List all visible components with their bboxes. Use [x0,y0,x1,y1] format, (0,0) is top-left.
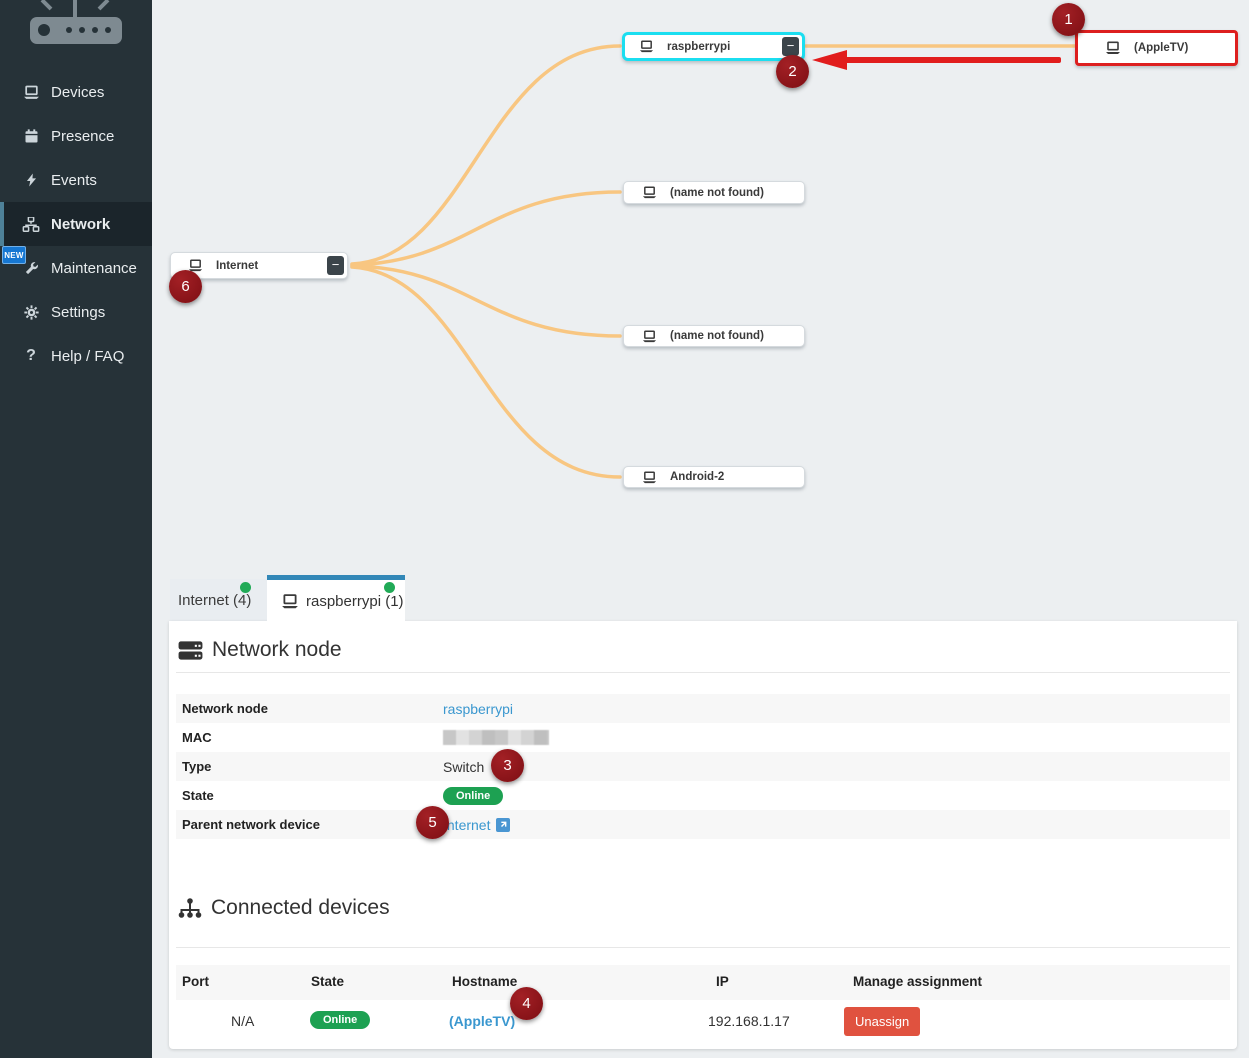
table-row: Network node raspberrypi [176,694,1230,723]
laptop-icon [1105,41,1121,55]
status-badge: Online [443,786,504,805]
table-row: State Online [176,781,1230,810]
tab-label: raspberrypi (1) [306,592,404,610]
table-row: Type Switch [176,752,1230,781]
annotation-marker-1: 1 [1052,3,1085,36]
bolt-icon [22,172,40,188]
tab-label: Internet (4) [178,591,252,609]
connected-device-row: N/A Online (AppleTV) 192.168.1.17 Unassi… [176,1000,1230,1043]
sidebar-item-presence[interactable]: Presence [0,114,152,158]
redacted-mac-value [443,730,549,745]
server-icon [178,640,203,661]
node-internet[interactable]: Internet − [170,252,348,279]
online-dot [384,582,395,593]
column-header: Hostname [452,974,518,989]
sidebar-item-label: Help / FAQ [51,347,125,365]
connected-devices-section-header: Connected devices [178,896,390,920]
section-title: Connected devices [211,896,390,919]
unassign-button[interactable]: Unassign [844,1007,921,1036]
laptop-icon [639,40,654,53]
details-panel: Network node Network node raspberrypi MA… [169,621,1237,1049]
status-badge: Online [310,1011,371,1029]
node-name-not-found-2[interactable]: (name not found) [623,325,805,347]
sidebar-item-label: Presence [51,127,115,145]
new-feature-badge: NEW [2,246,26,264]
hostname-link[interactable]: (AppleTV) [449,1013,516,1029]
row-label: Network node [182,701,268,716]
divider [176,947,1230,948]
annotation-marker-2: 2 [776,55,809,88]
annotation-arrow [812,50,1061,70]
row-label: Type [182,759,212,774]
section-title: Network node [212,638,342,661]
node-appletv[interactable]: (AppleTV) [1075,30,1238,66]
network-node-link[interactable]: raspberrypi [443,700,514,717]
sidebar-nav: Devices Presence Events Network Maintena… [0,70,152,378]
node-label: (name not found) [670,186,764,199]
column-header: Port [182,974,209,989]
connected-devices-header-row: Port State Hostname IP Manage assignment [176,965,1230,1000]
node-raspberrypi[interactable]: raspberrypi − [622,32,805,61]
row-label: Parent network device [182,817,320,832]
table-row: MAC [176,723,1230,752]
sidebar-item-settings[interactable]: Settings [0,290,152,334]
sidebar-item-help[interactable]: ? Help / FAQ [0,334,152,378]
type-value: Switch [443,758,485,775]
tab-raspberrypi[interactable]: raspberrypi (1) [267,575,405,622]
annotation-marker-3: 3 [491,749,524,782]
sidebar-item-label: Network [51,215,111,233]
node-label: (name not found) [670,330,764,342]
external-link-icon[interactable] [496,817,511,832]
question-icon: ? [26,347,36,364]
sitemap-icon [22,216,40,232]
node-label: (AppleTV) [1134,42,1189,54]
collapse-button[interactable]: − [782,37,799,56]
sidebar: Devices Presence Events Network Maintena… [0,0,152,1058]
online-dot [240,582,251,593]
sidebar-item-label: Devices [51,83,105,101]
laptop-icon [642,186,657,199]
laptop-icon [642,329,657,343]
laptop-icon [281,593,299,609]
collapse-button[interactable]: − [327,256,344,275]
sidebar-item-label: Settings [51,303,106,321]
wrench-icon [22,261,40,276]
column-header: State [311,974,345,989]
calendar-icon [22,128,40,144]
node-label: Internet [216,259,259,272]
column-header: Manage assignment [853,974,983,989]
sitemap-icon [178,897,202,919]
annotation-marker-5: 5 [416,806,449,839]
node-android-2[interactable]: Android-2 [623,466,805,488]
row-label: State [182,788,214,803]
sidebar-item-label: Maintenance [51,259,137,277]
node-label: Android-2 [670,471,725,483]
router-logo-icon [26,0,122,53]
row-label: MAC [182,730,212,745]
sidebar-item-devices[interactable]: Devices [0,70,152,114]
network-node-section-header: Network node [178,638,342,662]
column-header: IP [716,974,729,989]
laptop-icon [642,470,657,484]
table-row: Parent network device Internet [176,810,1230,839]
sidebar-item-events[interactable]: Events [0,158,152,202]
annotation-marker-6: 6 [169,270,202,303]
divider [176,672,1230,673]
sidebar-item-label: Events [51,171,97,189]
node-label: raspberrypi [667,40,731,53]
gear-icon [22,304,40,320]
port-value: N/A [231,1013,255,1029]
node-name-not-found-1[interactable]: (name not found) [623,181,805,204]
annotation-marker-4: 4 [510,987,543,1020]
ip-value: 192.168.1.17 [708,1013,790,1029]
network-node-table: Network node raspberrypi MAC Type Switch… [176,694,1230,839]
parent-device-link[interactable]: Internet [443,816,491,833]
tab-internet[interactable]: Internet (4) [170,579,267,621]
sidebar-item-maintenance[interactable]: Maintenance [0,246,152,290]
sidebar-item-network[interactable]: Network [0,202,152,246]
laptop-icon [22,85,40,100]
